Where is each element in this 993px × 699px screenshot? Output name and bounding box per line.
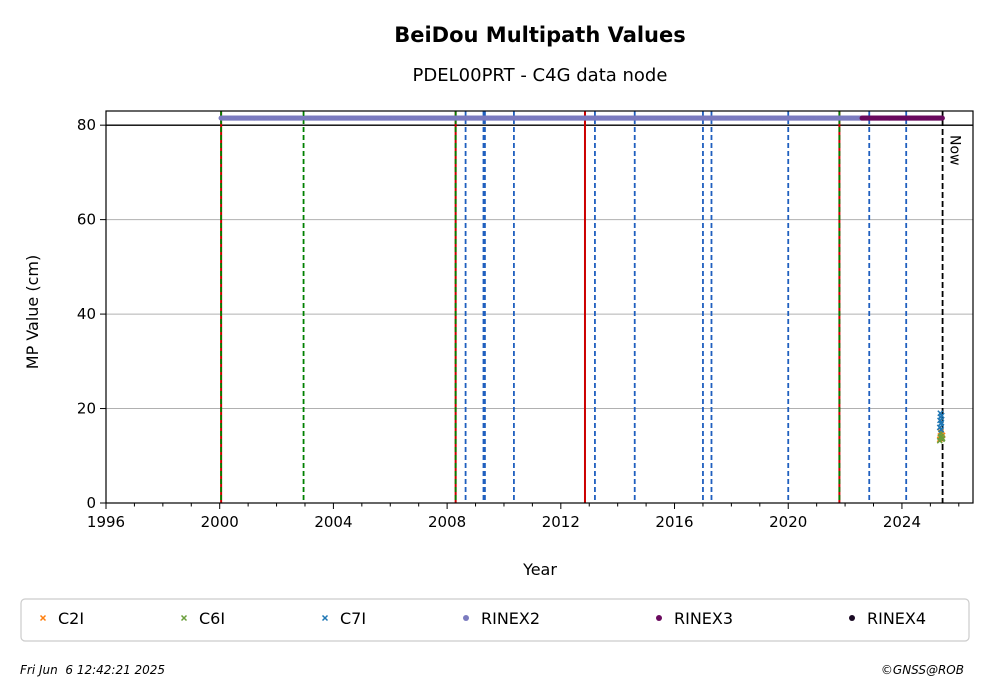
x-tick-label: 2016 — [655, 513, 693, 531]
x-axis-label: Year — [522, 560, 557, 579]
x-tick-label: 2004 — [314, 513, 352, 531]
legend: C2I C6I C7I RINEX2 RINEX3 RINEX4 — [20, 598, 970, 642]
legend-marker-c7i — [321, 614, 329, 622]
legend-label-rinex3: RINEX3 — [674, 609, 733, 628]
now-label: Now — [947, 135, 963, 166]
point-c6i — [939, 435, 946, 442]
legend-box — [20, 598, 970, 642]
event-lines — [220, 111, 944, 503]
point-rinex3 — [939, 115, 945, 121]
y-tick-label: 60 — [77, 211, 96, 229]
legend-label-c6i: C6I — [199, 609, 225, 628]
legend-label-rinex4: RINEX4 — [867, 609, 926, 628]
legend-label-c2i: C2I — [58, 609, 84, 628]
grid — [106, 124, 973, 410]
legend-marker-c6i — [180, 614, 188, 622]
data-points — [218, 115, 946, 444]
chart-title: BeiDou Multipath Values — [394, 23, 686, 47]
x-tick-label: 2024 — [883, 513, 921, 531]
y-tick-label: 80 — [77, 116, 96, 134]
plot-frame — [105, 110, 974, 504]
x-tick-label: 2008 — [428, 513, 466, 531]
point-c7i — [938, 412, 945, 419]
legend-label-c7i: C7I — [340, 609, 366, 628]
axes: 1996 2000 2004 2008 2012 2016 2020 2024 0 20 40 60 8… — [77, 110, 974, 531]
x-tick-label: 2000 — [201, 513, 239, 531]
point-c7i — [938, 419, 945, 426]
legend-marker-rinex3 — [656, 615, 662, 621]
legend-marker-c2i — [39, 614, 47, 622]
point-c7i — [938, 426, 945, 433]
legend-marker-rinex4 — [849, 615, 855, 621]
y-tick-label: 0 — [86, 494, 96, 512]
y-tick-label: 40 — [77, 305, 96, 323]
footer-timestamp: Fri Jun 6 12:42:21 2025 — [20, 663, 165, 677]
x-tick-label: 2020 — [769, 513, 807, 531]
y-tick-label: 20 — [77, 400, 96, 418]
x-tick-label: 1996 — [87, 513, 125, 531]
x-tick-label: 2012 — [542, 513, 580, 531]
legend-label-rinex2: RINEX2 — [481, 609, 540, 628]
chart-subtitle: PDEL00PRT - C4G data node — [413, 65, 668, 86]
legend-marker-rinex2 — [463, 615, 469, 621]
y-axis-label: MP Value (cm) — [23, 255, 42, 369]
footer-credit: ©GNSS@ROB — [881, 663, 964, 677]
